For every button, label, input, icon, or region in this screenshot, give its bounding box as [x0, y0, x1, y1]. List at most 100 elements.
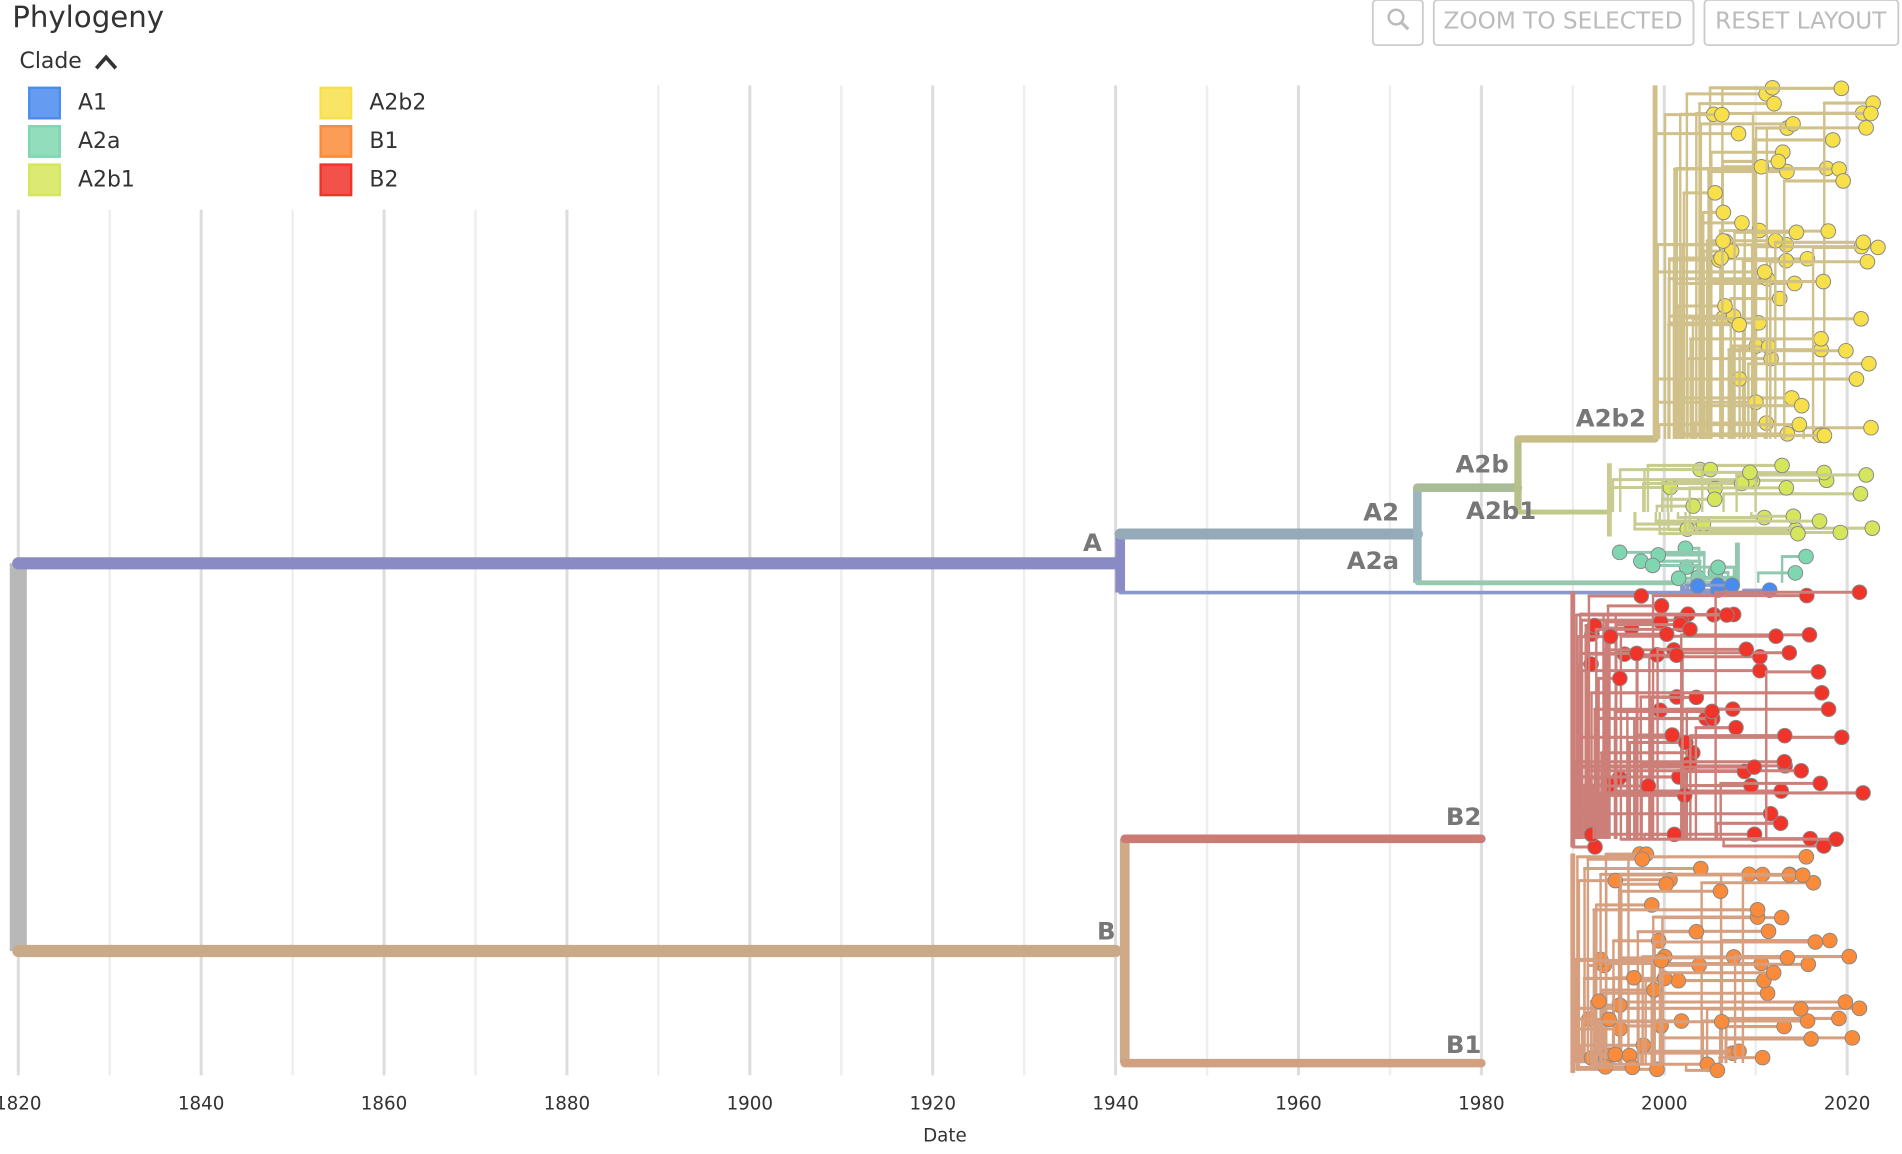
- tip: [1591, 993, 1607, 1010]
- tip: [1855, 785, 1871, 801]
- tip: [1601, 1011, 1617, 1028]
- tip: [1653, 952, 1670, 969]
- tip: [1742, 464, 1758, 481]
- tip: [1626, 969, 1642, 986]
- tip: [1863, 419, 1879, 436]
- tip: [1658, 876, 1674, 893]
- legend-swatch: [319, 124, 353, 158]
- tip: [1765, 964, 1782, 981]
- tip: [1713, 250, 1729, 266]
- tip: [1658, 626, 1675, 642]
- tip: [1810, 664, 1827, 680]
- tip: [1822, 932, 1838, 949]
- clade-label: A2b1: [1466, 496, 1536, 525]
- legend-title[interactable]: Clade: [20, 49, 82, 74]
- reset-layout-button[interactable]: RESET LAYOUT: [1703, 0, 1900, 47]
- tip: [1602, 628, 1619, 645]
- tip: [1628, 645, 1645, 662]
- tip: [1773, 783, 1790, 799]
- tip: [1712, 883, 1729, 900]
- tip: [1706, 491, 1723, 508]
- x-tick-label: 1960: [1275, 1094, 1322, 1115]
- tip: [1717, 298, 1733, 314]
- legend-label: B2: [369, 167, 398, 192]
- legend-label: B1: [369, 129, 398, 154]
- tip: [1786, 275, 1803, 292]
- tip: [1670, 972, 1687, 989]
- clade-label: B: [1097, 917, 1116, 946]
- zoom-button[interactable]: [1371, 0, 1424, 47]
- button-label: RESET LAYOUT: [1715, 8, 1887, 34]
- tip: [1753, 158, 1770, 175]
- tip: [1800, 956, 1817, 973]
- x-tick-label: 1980: [1458, 1094, 1505, 1115]
- legend-swatch: [28, 163, 61, 197]
- legend-swatch: [28, 86, 61, 120]
- tip: [1815, 273, 1832, 290]
- panel-title: Phylogeny: [12, 0, 164, 34]
- tip: [1779, 950, 1796, 966]
- x-tick-label: 1920: [909, 1094, 956, 1115]
- clade-label: A: [1083, 528, 1102, 557]
- clade-label: A2a: [1347, 546, 1399, 575]
- legend-swatch: [319, 86, 353, 120]
- tip: [1837, 994, 1854, 1010]
- tip: [1790, 525, 1806, 542]
- tip: [1852, 486, 1869, 502]
- x-tick-label: 1880: [544, 1094, 591, 1115]
- tip: [1748, 394, 1764, 411]
- tip: [1713, 1013, 1730, 1030]
- x-tick-label: 1840: [178, 1094, 225, 1115]
- clade-label: B1: [1446, 1030, 1482, 1059]
- tip: [1772, 815, 1789, 832]
- legend-caret[interactable]: [94, 54, 118, 70]
- tip: [1833, 729, 1850, 746]
- tip: [1813, 331, 1829, 347]
- tip: [1820, 701, 1837, 718]
- tip: [1798, 587, 1815, 604]
- tip: [1825, 132, 1841, 148]
- tip: [1730, 125, 1747, 142]
- button-label: ZOOM TO SELECTED: [1444, 8, 1683, 34]
- tip: [1766, 95, 1782, 112]
- tip: [1831, 1010, 1847, 1027]
- legend: A1 A2a A2b1 A2b2 B1 B2: [28, 86, 426, 197]
- tip: [1812, 775, 1829, 792]
- x-tick-label: 1860: [361, 1094, 407, 1115]
- tip: [1855, 234, 1872, 251]
- legend-swatch: [28, 124, 61, 158]
- tip: [1653, 598, 1670, 614]
- tip: [1798, 848, 1815, 865]
- tip: [1833, 80, 1850, 97]
- tip: [1774, 457, 1790, 474]
- tip: [1710, 559, 1726, 576]
- tip: [1811, 513, 1828, 529]
- tip: [1624, 1059, 1641, 1076]
- tip: [1787, 565, 1804, 581]
- tip: [1670, 570, 1687, 587]
- clade-label: A2b2: [1576, 403, 1646, 432]
- clade-label: A2: [1363, 497, 1399, 526]
- tip: [1816, 464, 1832, 481]
- tip: [1858, 120, 1874, 136]
- tip: [1788, 224, 1805, 241]
- tip: [1611, 544, 1628, 561]
- tip: [1743, 777, 1759, 794]
- tip: [1779, 426, 1796, 442]
- tip: [1801, 627, 1818, 643]
- x-tick-label: 1900: [727, 1094, 774, 1115]
- tip: [1841, 948, 1858, 965]
- tip: [1607, 872, 1624, 889]
- tip: [1870, 239, 1886, 256]
- tip: [1724, 577, 1741, 594]
- tip: [1728, 719, 1744, 736]
- tip: [1633, 588, 1650, 604]
- tip: [1685, 498, 1701, 514]
- tip: [1754, 1049, 1771, 1066]
- tip: [1792, 1001, 1809, 1017]
- zoom-to-selected-button[interactable]: ZOOM TO SELECTED: [1432, 0, 1695, 47]
- tip: [1773, 909, 1790, 926]
- tip: [1612, 670, 1628, 687]
